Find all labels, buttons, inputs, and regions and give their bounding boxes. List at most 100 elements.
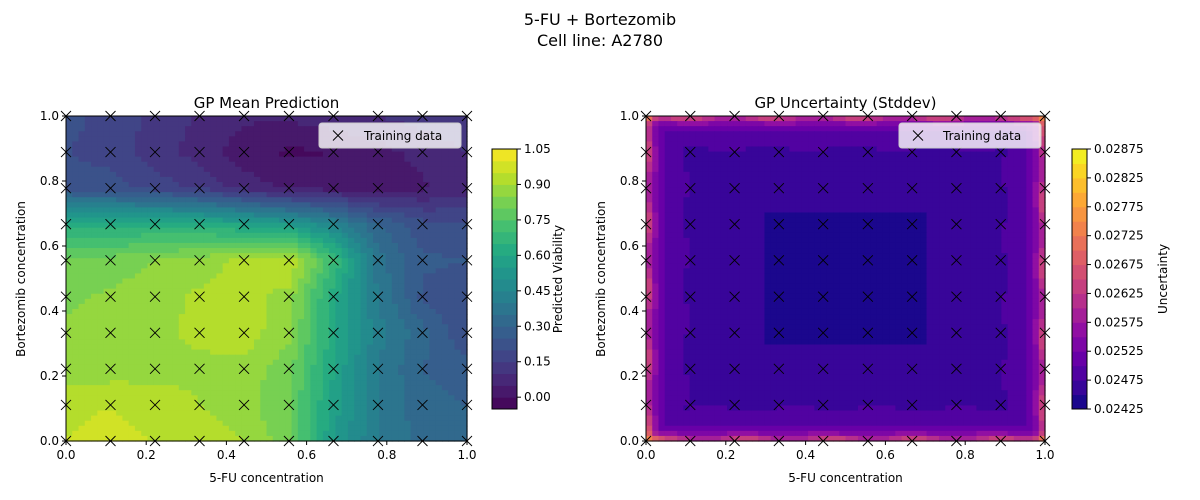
heatmap-cell [185, 359, 192, 366]
heatmap-cell [404, 293, 412, 300]
heatmap-cell [279, 227, 286, 234]
heatmap-cell [895, 156, 903, 163]
heatmap-cell [963, 166, 971, 173]
heatmap-cell [279, 171, 286, 178]
heatmap-cell [228, 192, 236, 198]
heatmap-cell [166, 334, 174, 341]
heatmap-cell [191, 410, 199, 417]
heatmap-cell [304, 435, 311, 442]
heatmap-cell [379, 237, 387, 244]
heatmap-cell [109, 273, 117, 280]
heatmap-cell [91, 395, 98, 401]
heatmap-cell [441, 354, 449, 361]
heatmap-cell [159, 268, 167, 275]
heatmap-cell [116, 217, 123, 224]
heatmap-cell [291, 374, 299, 381]
heatmap-cell [385, 116, 393, 122]
heatmap-cell [335, 303, 343, 310]
heatmap-cell [347, 212, 355, 219]
heatmap-cell [272, 263, 280, 269]
heatmap-cell [727, 161, 734, 168]
heatmap-cell [963, 151, 971, 158]
heatmap-cell [460, 242, 468, 249]
heatmap-cell [341, 248, 349, 254]
heatmap-cell [91, 410, 98, 417]
heatmap-cell [379, 197, 387, 203]
heatmap-cell [360, 146, 368, 153]
heatmap-cell [454, 273, 462, 280]
heatmap-cell [247, 182, 255, 188]
heatmap-cell [460, 126, 468, 132]
heatmap-cell [216, 166, 224, 173]
heatmap-cell [683, 121, 691, 127]
heatmap-cell [84, 136, 92, 142]
heatmap-cell [178, 303, 186, 310]
heatmap-cell [677, 126, 684, 132]
heatmap-cell [97, 400, 105, 407]
heatmap-cell [235, 349, 243, 356]
heatmap-cell [241, 344, 249, 351]
heatmap-cell [84, 308, 92, 315]
heatmap-cell [335, 334, 343, 341]
heatmap-cell [159, 197, 167, 203]
heatmap-cell [385, 232, 393, 239]
heatmap-cell [172, 187, 180, 193]
heatmap-cell [304, 410, 311, 417]
heatmap-cell [260, 212, 268, 219]
colorbar-frame [491, 148, 518, 410]
heatmap-cell [801, 166, 809, 173]
heatmap-cell [103, 248, 111, 254]
heatmap-cell [391, 308, 399, 315]
heatmap-cell [260, 303, 268, 310]
heatmap-cell [266, 192, 274, 198]
heatmap-cell [789, 121, 797, 127]
heatmap-cell [441, 359, 449, 366]
heatmap-cell [260, 248, 268, 254]
heatmap-cell [448, 232, 456, 239]
heatmap-cell [197, 161, 205, 168]
heatmap-cell [272, 415, 280, 422]
heatmap-cell [78, 395, 86, 401]
heatmap-cell [310, 171, 318, 178]
heatmap-cell [228, 354, 236, 361]
heatmap-cell [166, 136, 174, 142]
heatmap-cell [216, 212, 224, 219]
heatmap-cell [72, 171, 80, 178]
heatmap-cell [203, 324, 211, 330]
heatmap-cell [441, 364, 449, 371]
heatmap-cell [134, 425, 142, 432]
heatmap-cell [329, 314, 337, 320]
training-point [283, 327, 295, 339]
heatmap-cell [385, 202, 393, 209]
figure-title-line2: Cell line: A2780 [536, 31, 663, 50]
heatmap-cell [882, 136, 890, 142]
heatmap-cell [247, 126, 255, 132]
heatmap-cell [398, 354, 405, 361]
heatmap-cell [988, 161, 996, 168]
heatmap-cell [366, 242, 374, 249]
heatmap-cell [876, 161, 884, 168]
heatmap-cell [128, 369, 136, 376]
heatmap-cell [758, 116, 766, 122]
heatmap-cell [235, 151, 243, 158]
heatmap-cell [91, 293, 98, 300]
heatmap-cell [683, 141, 691, 148]
training-point [328, 363, 339, 375]
heatmap-cell [329, 146, 337, 153]
heatmap-cell [435, 405, 443, 412]
heatmap-cell [429, 171, 437, 178]
heatmap-cell [116, 278, 123, 285]
heatmap-cell [203, 268, 211, 275]
heatmap-cell [178, 268, 186, 275]
heatmap-cell [191, 390, 199, 396]
heatmap-cell [373, 242, 380, 249]
heatmap-cell [235, 435, 243, 442]
heatmap-cell [316, 268, 324, 275]
training-point [417, 254, 428, 266]
heatmap-cell [360, 258, 368, 264]
heatmap-cell [441, 217, 449, 224]
heatmap-cell [670, 121, 678, 127]
heatmap-cell [185, 283, 192, 290]
heatmap-cell [147, 288, 155, 295]
heatmap-cell [128, 314, 136, 320]
